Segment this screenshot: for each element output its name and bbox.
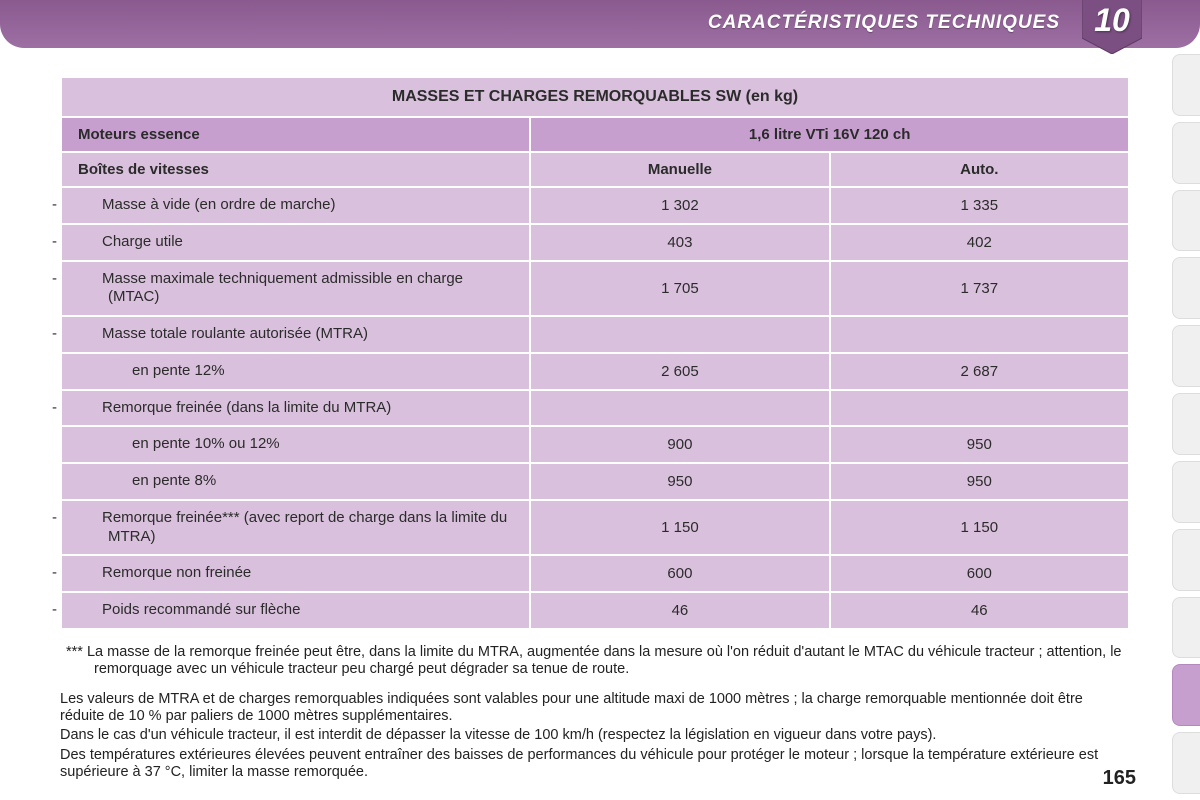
table-row: -Remorque non freinée600600	[62, 556, 1128, 591]
row-label: -Poids recommandé sur flèche	[62, 593, 529, 628]
row-value: 950	[831, 464, 1128, 499]
gearbox-col-1: Auto.	[831, 153, 1128, 186]
weights-table: MASSES ET CHARGES REMORQUABLES SW (en kg…	[60, 76, 1130, 630]
row-label: en pente 8%	[62, 464, 529, 499]
row-value: 950	[531, 464, 828, 499]
table-row: -Masse totale roulante autorisée (MTRA)	[62, 317, 1128, 352]
gearbox-row: Boîtes de vitesses Manuelle Auto.	[62, 153, 1128, 186]
footnote-1: *** La masse de la remorque freinée peut…	[60, 644, 1130, 679]
engine-value: 1,6 litre VTi 16V 120 ch	[531, 118, 1128, 151]
side-tab[interactable]	[1172, 325, 1200, 387]
row-label: -Remorque freinée (dans la limite du MTR…	[62, 391, 529, 426]
row-value	[531, 317, 828, 352]
row-label: en pente 12%	[62, 354, 529, 389]
side-tab-active[interactable]	[1172, 664, 1200, 726]
row-value: 600	[531, 556, 828, 591]
side-tab[interactable]	[1172, 732, 1200, 794]
chapter-badge: 10	[1082, 0, 1142, 54]
table-title: MASSES ET CHARGES REMORQUABLES SW (en kg…	[62, 78, 1128, 116]
row-label: -Remorque non freinée	[62, 556, 529, 591]
row-label: -Charge utile	[62, 225, 529, 260]
row-value: 2 605	[531, 354, 828, 389]
content-area: MASSES ET CHARGES REMORQUABLES SW (en kg…	[0, 48, 1200, 781]
row-value: 1 335	[831, 188, 1128, 223]
side-tab[interactable]	[1172, 257, 1200, 319]
manual-page: CARACTÉRISTIQUES TECHNIQUES 10 MASSES ET…	[0, 0, 1200, 800]
row-value: 950	[831, 427, 1128, 462]
side-tab[interactable]	[1172, 190, 1200, 252]
engine-row: Moteurs essence 1,6 litre VTi 16V 120 ch	[62, 118, 1128, 151]
row-value: 403	[531, 225, 828, 260]
row-value: 1 705	[531, 262, 828, 316]
row-label: en pente 10% ou 12%	[62, 427, 529, 462]
gearbox-label: Boîtes de vitesses	[62, 153, 529, 186]
row-value: 1 737	[831, 262, 1128, 316]
side-tabs	[1172, 54, 1200, 794]
row-label: -Masse totale roulante autorisée (MTRA)	[62, 317, 529, 352]
row-value: 900	[531, 427, 828, 462]
footnotes: *** La masse de la remorque freinée peut…	[60, 644, 1130, 782]
chapter-number: 10	[1094, 2, 1130, 38]
footnote-2: Les valeurs de MTRA et de charges remorq…	[60, 691, 1130, 726]
footnote-4: Des températures extérieures élevées peu…	[60, 747, 1130, 782]
section-title: CARACTÉRISTIQUES TECHNIQUES	[708, 12, 1060, 34]
table-row: -Masse à vide (en ordre de marche)1 3021…	[62, 188, 1128, 223]
side-tab[interactable]	[1172, 393, 1200, 455]
row-label: -Masse à vide (en ordre de marche)	[62, 188, 529, 223]
side-tab[interactable]	[1172, 122, 1200, 184]
side-tab[interactable]	[1172, 461, 1200, 523]
table-row: -Masse maximale techniquement admissible…	[62, 262, 1128, 316]
page-number: 165	[1103, 767, 1136, 790]
row-value: 1 150	[831, 501, 1128, 555]
row-value	[831, 317, 1128, 352]
gearbox-col-0: Manuelle	[531, 153, 828, 186]
side-tab[interactable]	[1172, 529, 1200, 591]
row-value	[531, 391, 828, 426]
table-row: en pente 10% ou 12%900950	[62, 427, 1128, 462]
row-value: 1 150	[531, 501, 828, 555]
row-value: 46	[531, 593, 828, 628]
table-row: -Poids recommandé sur flèche4646	[62, 593, 1128, 628]
table-row: -Charge utile403402	[62, 225, 1128, 260]
row-label: -Masse maximale techniquement admissible…	[62, 262, 529, 316]
table-row: en pente 8%950950	[62, 464, 1128, 499]
engine-label: Moteurs essence	[62, 118, 529, 151]
header-bar: CARACTÉRISTIQUES TECHNIQUES 10	[0, 0, 1200, 48]
footnote-3: Dans le cas d'un véhicule tracteur, il e…	[60, 727, 1130, 744]
table-row: en pente 12%2 6052 687	[62, 354, 1128, 389]
row-value: 402	[831, 225, 1128, 260]
row-value: 2 687	[831, 354, 1128, 389]
table-row: -Remorque freinée*** (avec report de cha…	[62, 501, 1128, 555]
row-value	[831, 391, 1128, 426]
table-title-row: MASSES ET CHARGES REMORQUABLES SW (en kg…	[62, 78, 1128, 116]
row-value: 600	[831, 556, 1128, 591]
row-value: 1 302	[531, 188, 828, 223]
side-tab[interactable]	[1172, 597, 1200, 659]
table-row: -Remorque freinée (dans la limite du MTR…	[62, 391, 1128, 426]
row-label: -Remorque freinée*** (avec report de cha…	[62, 501, 529, 555]
row-value: 46	[831, 593, 1128, 628]
side-tab[interactable]	[1172, 54, 1200, 116]
